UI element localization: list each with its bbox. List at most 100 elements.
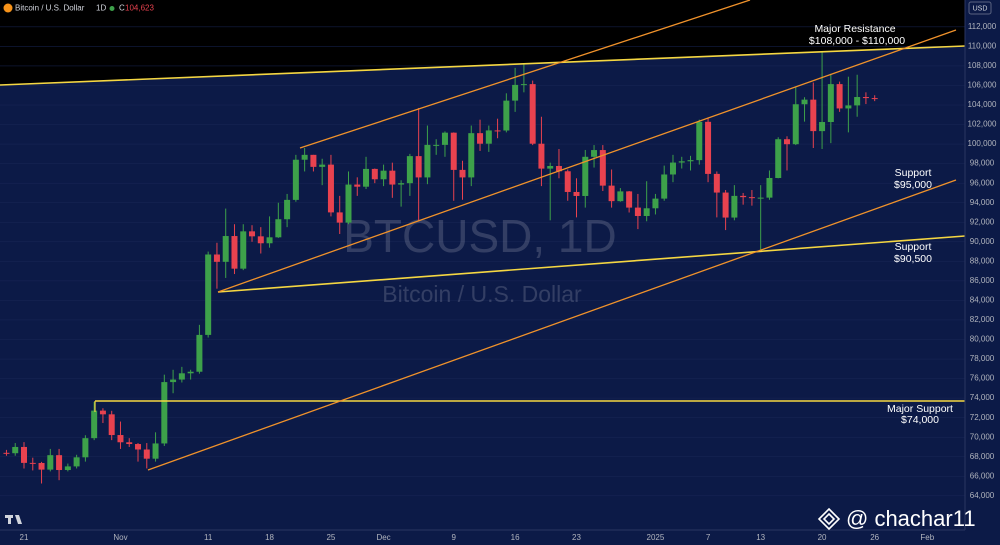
candle-body bbox=[284, 199, 291, 220]
candle-body bbox=[424, 144, 431, 178]
candle-body bbox=[47, 455, 54, 470]
logo-part bbox=[822, 512, 836, 526]
x-tick-label: 18 bbox=[265, 533, 274, 542]
candle-body bbox=[669, 162, 676, 175]
annotation-level: $95,000 bbox=[894, 179, 932, 191]
x-tick-label: 26 bbox=[870, 533, 879, 542]
credit-logo bbox=[817, 507, 841, 531]
x-tick-label: 13 bbox=[756, 533, 765, 542]
candle-body bbox=[64, 466, 71, 471]
candle-body bbox=[678, 161, 685, 163]
candle-body bbox=[792, 104, 799, 145]
y-tick-label: 106,000 bbox=[968, 81, 997, 90]
annotation-title: Support bbox=[895, 167, 932, 179]
y-tick-label: 66,000 bbox=[970, 471, 995, 480]
price-axis bbox=[965, 0, 1000, 545]
candle-body bbox=[599, 150, 606, 186]
channel-upper bbox=[299, 0, 751, 149]
candles bbox=[3, 51, 878, 484]
y-tick-label: 70,000 bbox=[970, 432, 995, 441]
candle-body bbox=[731, 195, 738, 218]
y-tick-label: 78,000 bbox=[970, 354, 995, 363]
x-tick-label: 21 bbox=[20, 533, 29, 542]
candle-body bbox=[196, 334, 203, 372]
candle-body bbox=[582, 156, 589, 196]
candle-body bbox=[108, 414, 115, 436]
y-tick-label: 96,000 bbox=[970, 178, 995, 187]
candle-body bbox=[836, 84, 843, 109]
candle-body bbox=[652, 198, 659, 209]
candle-body bbox=[661, 174, 668, 199]
resistance-zone bbox=[0, 0, 965, 85]
grid-layer bbox=[0, 26, 965, 497]
channel-middle bbox=[217, 29, 957, 293]
resistance-line bbox=[0, 45, 966, 86]
x-tick-label: 9 bbox=[452, 533, 457, 542]
y-tick-label: 112,000 bbox=[968, 22, 997, 31]
candle-body bbox=[757, 197, 764, 199]
candle-body bbox=[494, 130, 501, 132]
logo-part bbox=[8, 515, 11, 524]
time-axis bbox=[0, 530, 965, 545]
currency-button[interactable] bbox=[968, 1, 992, 15]
candle-body bbox=[327, 164, 334, 213]
y-tick-label: 68,000 bbox=[970, 452, 995, 461]
candle-body bbox=[415, 156, 422, 178]
y-tick-label: 98,000 bbox=[970, 159, 995, 168]
candle-body bbox=[477, 133, 484, 144]
candle-body bbox=[143, 449, 150, 459]
y-tick-label: 84,000 bbox=[970, 296, 995, 305]
candle-body bbox=[705, 121, 712, 174]
x-tick-label: Feb bbox=[920, 533, 934, 542]
coin-icon bbox=[3, 3, 13, 13]
candle-body bbox=[485, 130, 492, 144]
candle-body bbox=[99, 410, 106, 415]
candle-body bbox=[459, 169, 466, 178]
legend-close-prefix: C bbox=[119, 4, 125, 13]
candle-body bbox=[520, 84, 527, 86]
candle-body bbox=[766, 178, 773, 198]
annotation-level: $90,500 bbox=[894, 253, 932, 265]
y-tick-label: 72,000 bbox=[970, 413, 995, 422]
y-tick-label: 80,000 bbox=[970, 335, 995, 344]
candle-body bbox=[56, 455, 63, 471]
candle-body bbox=[310, 154, 317, 167]
annotation-level: $108,000 - $110,000 bbox=[809, 35, 905, 47]
x-tick-label: 2025 bbox=[647, 533, 665, 542]
candle-body bbox=[29, 462, 36, 464]
candle-body bbox=[91, 410, 98, 439]
candle-body bbox=[608, 185, 615, 202]
candle-body bbox=[380, 170, 387, 180]
legend-close: 104,623 bbox=[125, 4, 154, 13]
candle-body bbox=[213, 254, 220, 262]
y-tick-label: 82,000 bbox=[970, 315, 995, 324]
y-tick-label: 100,000 bbox=[968, 139, 997, 148]
y-tick-label: 88,000 bbox=[970, 256, 995, 265]
candle-body bbox=[555, 165, 562, 172]
candle-body bbox=[117, 435, 124, 443]
y-tick-label: 108,000 bbox=[968, 61, 997, 70]
candle-body bbox=[292, 159, 299, 200]
candle-body bbox=[82, 438, 89, 458]
currency-label[interactable]: USD bbox=[973, 5, 988, 12]
candle-body bbox=[240, 231, 247, 269]
y-tick-label: 104,000 bbox=[968, 100, 997, 109]
candle-body bbox=[441, 132, 448, 145]
candle-body bbox=[687, 160, 694, 162]
candle-body bbox=[170, 379, 177, 383]
candle-body bbox=[748, 197, 755, 199]
annotation-title: Support bbox=[895, 241, 932, 253]
candle-body bbox=[135, 444, 142, 450]
x-tick-label: 11 bbox=[204, 533, 213, 542]
candle-body bbox=[398, 183, 405, 185]
x-tick-label: Dec bbox=[376, 533, 390, 542]
candle-body bbox=[827, 84, 834, 123]
candle-body bbox=[538, 143, 545, 169]
candle-body bbox=[73, 457, 80, 467]
candle-body bbox=[512, 84, 519, 101]
candle-body bbox=[450, 132, 457, 170]
annotation-title: Major Resistance bbox=[814, 23, 895, 35]
y-tick-label: 110,000 bbox=[968, 42, 997, 51]
candle-body bbox=[775, 139, 782, 179]
